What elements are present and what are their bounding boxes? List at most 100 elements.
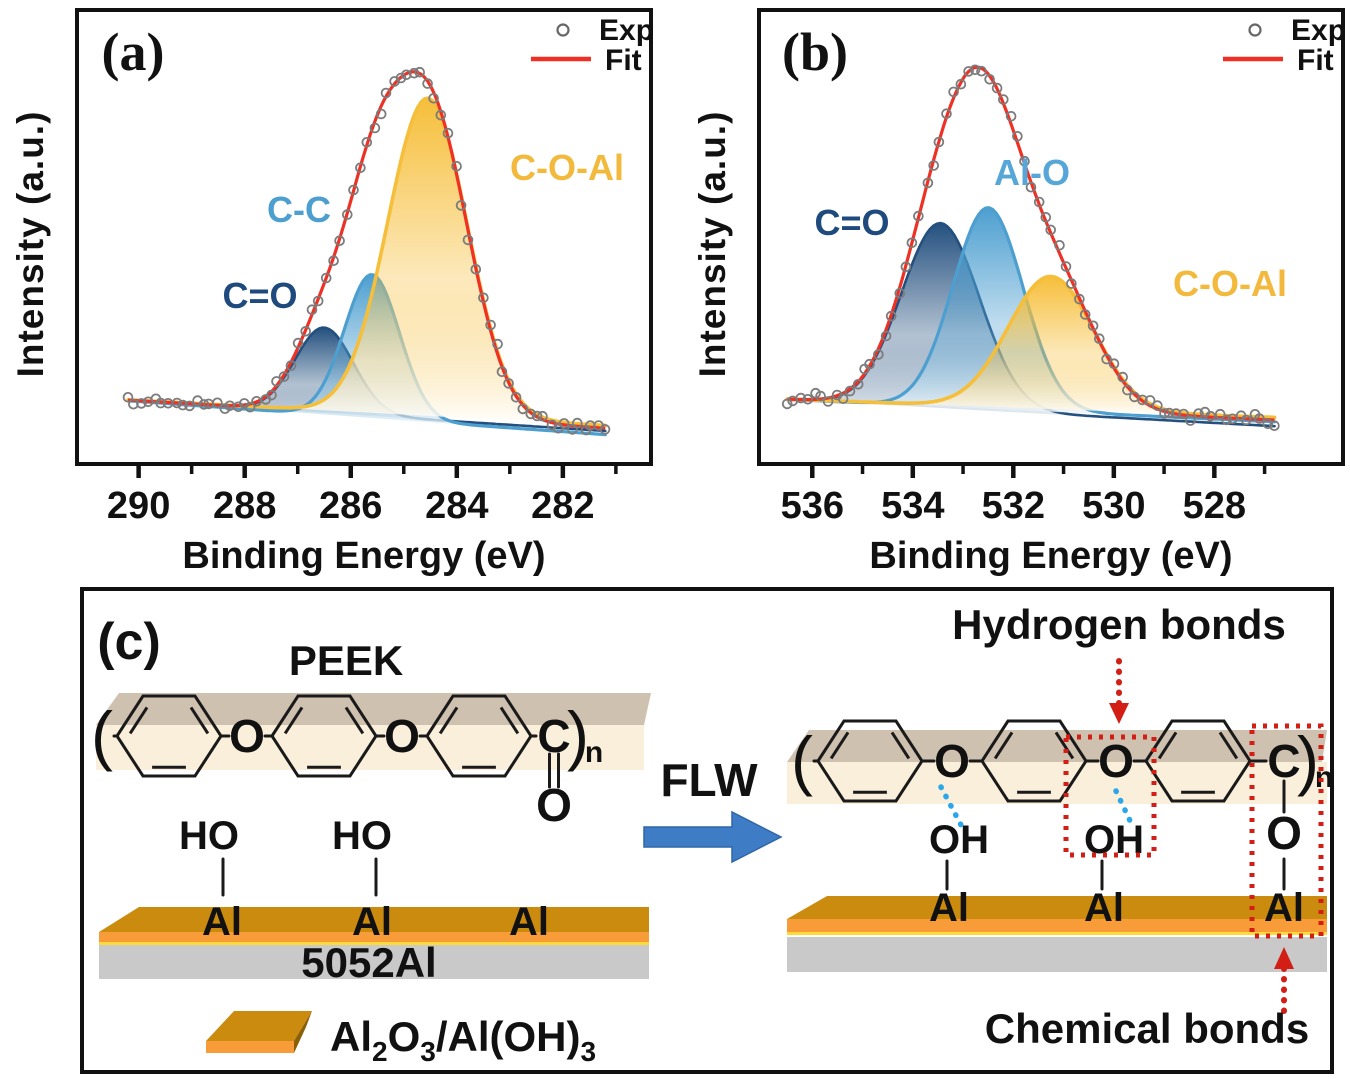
x-tick-label: 288 [213, 485, 276, 527]
exp-point [1205, 410, 1216, 422]
peak-label-C-O-Al: C-O-Al [510, 147, 624, 188]
exp-point [155, 397, 166, 409]
exp-point [380, 87, 392, 99]
exp-point [1066, 278, 1077, 289]
exp-point [1163, 407, 1175, 419]
exp-point [822, 396, 834, 407]
exp-point [1040, 212, 1052, 223]
exp-point [1045, 224, 1057, 236]
exp-point [300, 325, 312, 337]
exp-point [1170, 408, 1182, 419]
exp-point [361, 137, 373, 148]
x-tick-label: 286 [319, 485, 382, 527]
exp-point [496, 366, 508, 378]
x-tick-label: 536 [781, 485, 844, 527]
ether-oxygen: O [229, 710, 265, 762]
exp-point [266, 389, 277, 401]
peak-label-Al-O: Al-O [994, 152, 1070, 193]
exp-point [1012, 131, 1023, 142]
exp-point [428, 93, 439, 104]
exp-point [184, 400, 195, 412]
exp-point [451, 161, 462, 172]
exp-point [844, 385, 856, 397]
exp-point [1144, 395, 1156, 406]
surface-aluminum: Al [352, 900, 392, 944]
exp-scatter [781, 64, 1280, 432]
exp-point [198, 399, 210, 410]
double-bond [993, 731, 1014, 760]
exp-point [455, 200, 467, 211]
exp-point [1074, 293, 1085, 305]
x-tick-label: 534 [881, 485, 944, 527]
exp-point [341, 209, 353, 220]
plot-border [75, 8, 653, 466]
exp-point [781, 398, 793, 410]
peak-fill-C-O-Al [787, 276, 1275, 418]
exp-point [852, 378, 864, 390]
plot-border [757, 8, 1345, 466]
hydrogen-bond-dots [938, 784, 964, 828]
exp-point [320, 272, 332, 284]
aluminum-substrate [99, 945, 649, 979]
double-bond [438, 706, 459, 735]
x-axis-title: Binding Energy (eV) [182, 535, 545, 577]
close-paren: ) [1297, 723, 1319, 797]
exp-point [510, 391, 522, 403]
exp-point [873, 349, 884, 360]
double-bond [1218, 731, 1239, 760]
x-tick-label: 530 [1082, 485, 1145, 527]
exp-point [906, 237, 918, 249]
exp-point [1019, 155, 1030, 167]
x-tick-label: 282 [531, 485, 594, 527]
exp-point [933, 136, 945, 148]
panel-a-y-axis-label: Intensity (a.u.) [10, 110, 51, 378]
exp-point [306, 304, 318, 316]
aluminum-oxide-layer-front [787, 919, 1327, 932]
panel-tag: (a) [102, 22, 165, 82]
exp-point [1005, 111, 1017, 122]
panel-b-xps-spectrum: 536 534 532 530 528 Binding Energy (eV) (b) Exp… [757, 8, 1345, 577]
exp-point [355, 162, 366, 174]
double-bond [1054, 731, 1075, 760]
close-paren: ) [567, 698, 589, 772]
x-tick-label: 290 [107, 485, 170, 527]
exp-point [837, 393, 849, 405]
formula-part: 3 [420, 1036, 436, 1067]
legend-exp-marker [1248, 23, 1262, 37]
aluminum-oxide-layer-front [99, 932, 649, 942]
ether-oxygen: O [384, 710, 420, 762]
formula-part: Al [330, 1013, 372, 1060]
hydrogen-bonds-arrow-head [1109, 703, 1129, 724]
exp-point [955, 78, 967, 90]
exp-point [885, 310, 897, 322]
exp-point [998, 94, 1009, 105]
ether-oxygen: O [1098, 735, 1134, 787]
open-paren: ( [791, 723, 813, 797]
panel-c-schematic: (c) PEEK(O O C) n O HO HO Al Al Al 5052Al Al2O3/Al(O… [80, 587, 1334, 1074]
exp-point [212, 397, 223, 409]
exp-point [1193, 408, 1204, 419]
exp-point [1185, 415, 1196, 426]
aluminum-oxide-layer-edge [787, 932, 1327, 935]
panel-b-y-axis-label: Intensity (a.u.) [692, 110, 733, 378]
peak-label-C-C: C-C [267, 189, 331, 230]
exp-point [244, 401, 256, 413]
double-bond [1157, 731, 1178, 760]
x-tick-label: 528 [1183, 485, 1246, 527]
chemical-bonds-label: Chemical bonds [985, 1005, 1309, 1052]
flw-label: FLW [660, 754, 758, 806]
surface-hydroxyl: HO [179, 814, 239, 858]
exp-point [880, 330, 892, 342]
carbonyl-carbon: C [1267, 735, 1300, 787]
chemical-bond-box [1249, 723, 1324, 939]
exp-point [864, 358, 875, 370]
exp-point [900, 261, 912, 273]
formula-part: 2 [372, 1036, 388, 1067]
exp-point [969, 64, 981, 76]
exp-point [1254, 413, 1265, 424]
substrate-label: 5052Al [301, 939, 436, 986]
exp-point [348, 184, 359, 196]
exp-point [963, 66, 974, 77]
